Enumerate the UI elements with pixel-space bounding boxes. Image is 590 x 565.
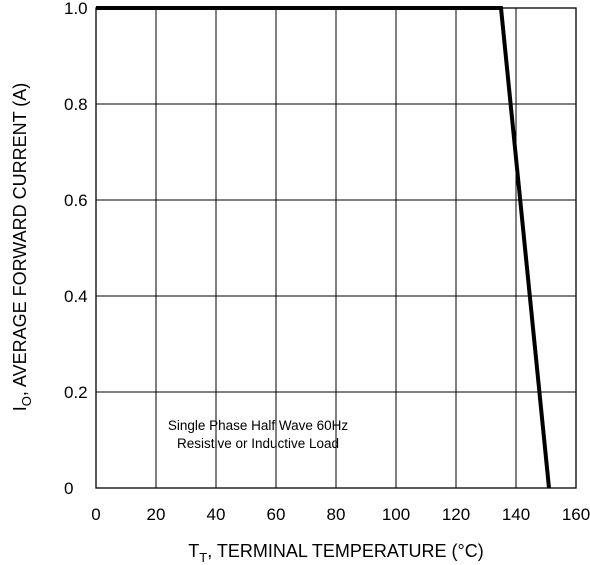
x-tick-label: 140 — [502, 505, 530, 524]
x-tick-label: 40 — [207, 505, 226, 524]
annotation-line-2: Resistive or Inductive Load — [177, 436, 339, 451]
grid-lines — [96, 8, 576, 488]
x-tick-label: 80 — [327, 505, 346, 524]
y-tick-label: 1.0 — [64, 0, 88, 18]
annotation-line-1: Single Phase Half Wave 60Hz — [168, 418, 349, 433]
y-tick-label: 0 — [64, 479, 73, 498]
x-tick-label: 60 — [267, 505, 286, 524]
y-tick-label: 0.6 — [64, 191, 88, 210]
series-line — [96, 6, 551, 489]
x-tick-label: 20 — [147, 505, 166, 524]
x-tick-labels: 0 20 40 60 80 100 120 140 160 — [91, 505, 590, 524]
x-tick-label: 0 — [91, 505, 100, 524]
y-tick-label: 0.8 — [64, 95, 88, 114]
x-tick-label: 100 — [382, 505, 410, 524]
y-tick-label: 0.4 — [64, 287, 88, 306]
x-tick-label: 160 — [562, 505, 590, 524]
x-axis-title: TT, TERMINAL TEMPERATURE (°C) — [188, 541, 484, 565]
y-tick-label: 0.2 — [64, 383, 88, 402]
y-tick-labels: 0 0.2 0.4 0.6 0.8 1.0 — [64, 0, 88, 498]
y-axis-title: IO, AVERAGE FORWARD CURRENT (A) — [10, 83, 34, 412]
x-tick-label: 120 — [442, 505, 470, 524]
